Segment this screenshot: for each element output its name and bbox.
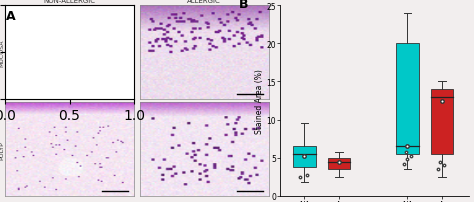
Text: A: A — [6, 10, 15, 23]
Title: NON-ALLERGIC: NON-ALLERGIC — [44, 0, 96, 4]
FancyBboxPatch shape — [431, 90, 453, 154]
Y-axis label: POLYP: POLYP — [0, 140, 4, 159]
Title: ALLERGIC: ALLERGIC — [187, 0, 221, 4]
Text: B: B — [239, 0, 248, 11]
FancyBboxPatch shape — [293, 147, 316, 167]
Y-axis label: Stained Area (%): Stained Area (%) — [255, 69, 264, 133]
Y-axis label: MUCOSA: MUCOSA — [0, 39, 4, 66]
FancyBboxPatch shape — [396, 44, 419, 154]
FancyBboxPatch shape — [328, 158, 350, 169]
